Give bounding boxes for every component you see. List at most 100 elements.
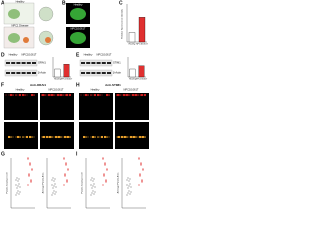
point <box>105 180 107 182</box>
puncta <box>137 94 139 96</box>
panel-label: G <box>1 151 5 157</box>
puncta <box>82 135 86 139</box>
point <box>102 158 104 160</box>
puncta <box>62 94 64 96</box>
puncta <box>25 135 29 139</box>
puncta <box>96 93 100 97</box>
puncta <box>51 136 53 138</box>
point <box>92 190 94 192</box>
label: ORAI1 <box>38 61 46 65</box>
puncta <box>105 93 109 97</box>
puncta <box>128 94 130 96</box>
puncta <box>100 135 104 139</box>
band <box>107 72 111 74</box>
point <box>63 158 65 160</box>
point <box>16 192 18 194</box>
band <box>96 72 101 74</box>
point <box>94 186 96 188</box>
puncta <box>141 135 145 139</box>
point <box>90 184 92 186</box>
puncta <box>66 135 70 139</box>
band <box>16 72 21 74</box>
puncta <box>119 136 121 138</box>
puncta <box>90 94 92 96</box>
blot <box>79 59 113 67</box>
point <box>15 179 17 181</box>
puncta <box>19 136 21 138</box>
point <box>29 162 31 164</box>
point <box>30 179 32 181</box>
bar <box>138 65 145 78</box>
micrograph <box>40 93 74 120</box>
puncta <box>135 136 137 138</box>
point <box>92 180 94 182</box>
puncta <box>7 135 11 139</box>
puncta <box>22 136 24 138</box>
point <box>128 180 130 182</box>
cell <box>70 8 86 20</box>
puncta <box>8 94 10 96</box>
point <box>29 163 31 165</box>
point <box>130 191 132 193</box>
point <box>103 174 105 176</box>
panel-label: F <box>1 82 4 88</box>
point <box>54 178 56 180</box>
puncta <box>99 94 101 96</box>
point <box>66 180 68 182</box>
band <box>86 72 91 74</box>
point <box>105 181 107 183</box>
puncta <box>21 93 25 97</box>
point <box>104 164 106 166</box>
point <box>17 185 19 187</box>
point <box>28 175 30 177</box>
point <box>18 183 20 185</box>
label: Healthy <box>16 88 25 92</box>
puncta <box>59 93 63 97</box>
puncta <box>33 94 35 96</box>
band <box>96 62 101 64</box>
point <box>17 180 19 182</box>
point <box>90 179 92 181</box>
puncta <box>12 136 14 138</box>
organelle <box>8 9 20 19</box>
label: Healthy <box>9 53 18 57</box>
puncta <box>101 94 103 96</box>
point <box>51 179 53 181</box>
band <box>11 62 16 64</box>
band <box>26 72 31 74</box>
puncta <box>42 136 44 138</box>
puncta <box>87 136 89 138</box>
point <box>65 164 67 166</box>
puncta <box>5 94 7 96</box>
panel-label: A <box>1 0 5 6</box>
panel-title: Anti-STIM1 <box>105 83 121 87</box>
point <box>27 158 29 160</box>
point <box>104 163 106 165</box>
x-tick-label: NPC1I1061T <box>61 79 73 81</box>
point <box>140 162 142 164</box>
bar <box>54 68 61 78</box>
point <box>138 158 140 160</box>
point <box>53 185 55 187</box>
point <box>17 190 19 192</box>
band <box>101 72 106 74</box>
point <box>67 169 69 171</box>
puncta <box>60 136 62 138</box>
point <box>140 163 142 165</box>
band <box>107 62 111 64</box>
point <box>30 181 32 183</box>
point <box>138 157 140 159</box>
puncta <box>129 135 133 139</box>
axis-label: Puncta Count per cell <box>81 172 84 193</box>
point <box>30 180 32 182</box>
puncta <box>53 136 55 138</box>
point <box>65 163 67 165</box>
point <box>63 157 65 159</box>
puncta <box>10 136 12 138</box>
point <box>127 192 129 194</box>
band <box>32 62 36 64</box>
axis-label: Puncta Count per cell <box>6 172 9 193</box>
bar <box>138 17 146 43</box>
bar <box>129 68 136 78</box>
